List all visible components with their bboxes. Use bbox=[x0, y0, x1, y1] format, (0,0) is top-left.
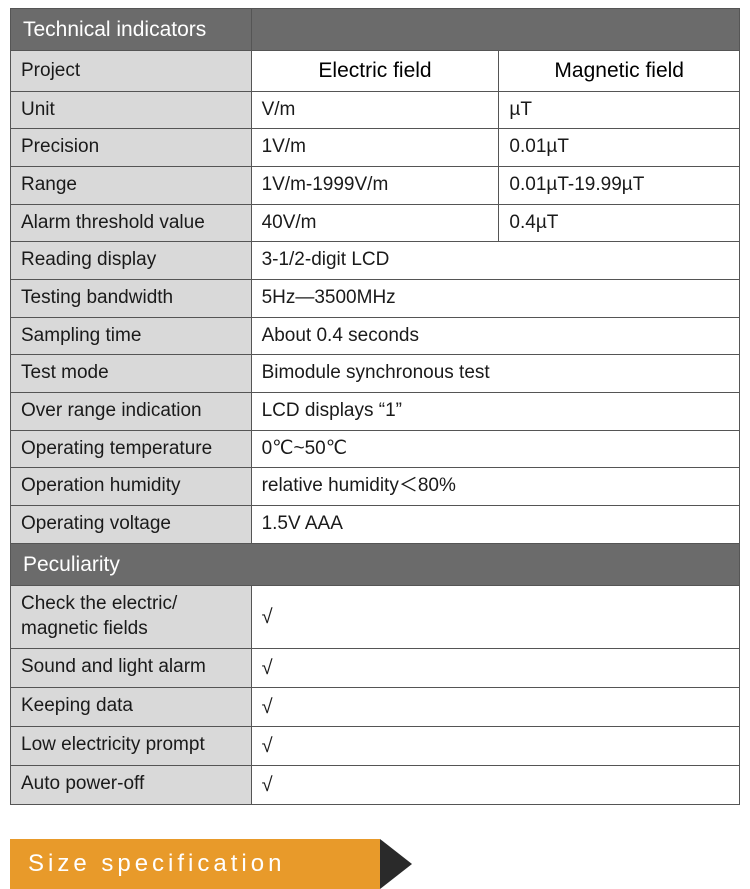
size-spec-label: Size specification bbox=[10, 839, 380, 889]
size-spec-banner: Size specification bbox=[10, 839, 740, 889]
row-value: 0℃~50℃ bbox=[251, 430, 739, 468]
row-label: Operating voltage bbox=[11, 506, 252, 544]
row-value-electric: 1V/m bbox=[251, 129, 499, 167]
row-value-electric: 1V/m-1999V/m bbox=[251, 166, 499, 204]
row-check: √ bbox=[251, 687, 739, 726]
row-label: Auto power-off bbox=[11, 765, 252, 804]
row-value-magnetic: 0.4µT bbox=[499, 204, 740, 242]
row-value-magnetic: 0.01µT-19.99µT bbox=[499, 166, 740, 204]
row-value: 5Hz—3500MHz bbox=[251, 280, 739, 318]
col-header-project: Project bbox=[11, 51, 252, 91]
section-header-technical: Technical indicators bbox=[11, 9, 252, 51]
row-value-electric: V/m bbox=[251, 91, 499, 129]
row-value: About 0.4 seconds bbox=[251, 317, 739, 355]
row-value-magnetic: µT bbox=[499, 91, 740, 129]
row-check: √ bbox=[251, 586, 739, 648]
row-label: Operation humidity bbox=[11, 468, 252, 506]
row-value: LCD displays “1” bbox=[251, 393, 739, 431]
row-label: Low electricity prompt bbox=[11, 726, 252, 765]
row-label: Precision bbox=[11, 129, 252, 167]
row-check: √ bbox=[251, 765, 739, 804]
row-label: Check the electric/ magnetic fields bbox=[11, 586, 252, 648]
row-label: Alarm threshold value bbox=[11, 204, 252, 242]
row-label: Test mode bbox=[11, 355, 252, 393]
row-label: Testing bandwidth bbox=[11, 280, 252, 318]
row-check: √ bbox=[251, 648, 739, 687]
row-value-magnetic: 0.01µT bbox=[499, 129, 740, 167]
col-header-electric: Electric field bbox=[251, 51, 499, 91]
row-label: Sampling time bbox=[11, 317, 252, 355]
row-value-electric: 40V/m bbox=[251, 204, 499, 242]
row-label: Operating temperature bbox=[11, 430, 252, 468]
row-value: 1.5V AAA bbox=[251, 506, 739, 544]
col-header-magnetic: Magnetic field bbox=[499, 51, 740, 91]
row-label: Reading display bbox=[11, 242, 252, 280]
size-spec-arrow-icon bbox=[380, 839, 412, 889]
spec-table: Technical indicatorsProjectElectric fiel… bbox=[10, 8, 740, 805]
row-label: Over range indication bbox=[11, 393, 252, 431]
row-value: Bimodule synchronous test bbox=[251, 355, 739, 393]
row-label: Keeping data bbox=[11, 687, 252, 726]
row-check: √ bbox=[251, 726, 739, 765]
row-value: relative humidity＜80% bbox=[251, 468, 739, 506]
row-label: Unit bbox=[11, 91, 252, 129]
section-header-peculiarity: Peculiarity bbox=[11, 543, 740, 585]
section-header-spacer bbox=[251, 9, 739, 51]
row-value: 3-1/2-digit LCD bbox=[251, 242, 739, 280]
row-label: Sound and light alarm bbox=[11, 648, 252, 687]
row-label: Range bbox=[11, 166, 252, 204]
